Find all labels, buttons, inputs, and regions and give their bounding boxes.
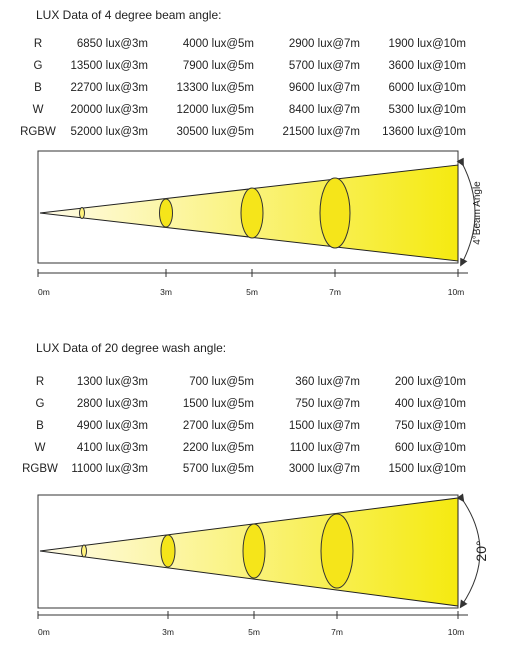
value-5m: 7900 lux@5m bbox=[182, 60, 254, 72]
value-7m: 5700 lux@7m bbox=[288, 60, 360, 72]
distance-label: 5m bbox=[248, 627, 260, 637]
row-label: W bbox=[32, 104, 44, 116]
table-row: W 20000 lux@3m 12000 lux@5m 8400 lux@7m … bbox=[0, 104, 520, 122]
value-7m: 360 lux@7m bbox=[295, 376, 360, 388]
value-3m: 11000 lux@3m bbox=[71, 463, 148, 475]
value-5m: 12000 lux@5m bbox=[176, 104, 254, 116]
value-5m: 4000 lux@5m bbox=[182, 38, 254, 50]
distance-label: 7m bbox=[329, 287, 341, 297]
distance-label: 3m bbox=[162, 627, 174, 637]
value-7m: 750 lux@7m bbox=[295, 398, 360, 410]
row-label: G bbox=[33, 60, 43, 72]
value-7m: 1500 lux@7m bbox=[288, 420, 360, 432]
section-title-beam: LUX Data of 4 degree beam angle: bbox=[36, 8, 222, 22]
value-3m: 2800 lux@3m bbox=[76, 398, 148, 410]
row-label: R bbox=[35, 376, 45, 388]
distance-label: 10m bbox=[448, 287, 465, 297]
beam-ellipse bbox=[160, 534, 176, 568]
table-row: G 13500 lux@3m 7900 lux@5m 5700 lux@7m 3… bbox=[0, 60, 520, 78]
value-10m: 1500 lux@10m bbox=[388, 463, 466, 475]
table-row: RGBW 11000 lux@3m 5700 lux@5m 3000 lux@7… bbox=[0, 463, 520, 481]
table-row: RGBW 52000 lux@3m 30500 lux@5m 21500 lux… bbox=[0, 126, 520, 144]
beam-ellipse bbox=[319, 177, 351, 249]
row-label: G bbox=[35, 398, 45, 410]
value-7m: 1100 lux@7m bbox=[289, 442, 360, 454]
value-3m: 4900 lux@3m bbox=[76, 420, 148, 432]
beam-ellipse bbox=[320, 513, 354, 589]
value-10m: 400 lux@10m bbox=[394, 398, 466, 410]
distance-label: 10m bbox=[448, 627, 465, 637]
value-7m: 2900 lux@7m bbox=[288, 38, 360, 50]
row-label: RGBW bbox=[22, 463, 58, 475]
distance-label: 5m bbox=[246, 287, 258, 297]
wash-diagram: 20° 0m 3m 5m 7m 10m bbox=[37, 493, 489, 637]
row-label: R bbox=[33, 38, 43, 50]
value-5m: 2700 lux@5m bbox=[182, 420, 254, 432]
value-3m: 1300 lux@3m bbox=[76, 376, 148, 388]
beam-ellipse bbox=[79, 207, 85, 219]
value-5m: 30500 lux@5m bbox=[176, 126, 254, 138]
table-row: W 4100 lux@3m 2200 lux@5m 1100 lux@7m 60… bbox=[0, 442, 520, 460]
value-10m: 13600 lux@10m bbox=[382, 126, 466, 138]
value-3m: 20000 lux@3m bbox=[70, 104, 148, 116]
section-title-wash: LUX Data of 20 degree wash angle: bbox=[36, 341, 227, 355]
value-10m: 750 lux@10m bbox=[394, 420, 466, 432]
table-row: B 4900 lux@3m 2700 lux@5m 1500 lux@7m 75… bbox=[0, 420, 520, 438]
value-10m: 6000 lux@10m bbox=[388, 82, 466, 94]
row-label: B bbox=[36, 420, 44, 432]
value-7m: 9600 lux@7m bbox=[288, 82, 360, 94]
value-3m: 22700 lux@3m bbox=[70, 82, 148, 94]
angle-label: 4°Beam Angle bbox=[472, 181, 483, 245]
beam-ellipse bbox=[242, 523, 266, 579]
value-5m: 2200 lux@5m bbox=[182, 442, 254, 454]
value-3m: 13500 lux@3m bbox=[70, 60, 148, 72]
value-3m: 4100 lux@3m bbox=[76, 442, 148, 454]
value-7m: 3000 lux@7m bbox=[288, 463, 360, 475]
value-3m: 52000 lux@3m bbox=[70, 126, 148, 138]
row-label: B bbox=[34, 82, 42, 94]
table-row: R 6850 lux@3m 4000 lux@5m 2900 lux@7m 19… bbox=[0, 38, 520, 56]
value-5m: 5700 lux@5m bbox=[182, 463, 254, 475]
value-7m: 8400 lux@7m bbox=[288, 104, 360, 116]
row-label: W bbox=[34, 442, 46, 454]
value-10m: 1900 lux@10m bbox=[388, 38, 466, 50]
value-3m: 6850 lux@3m bbox=[76, 38, 148, 50]
value-10m: 600 lux@10m bbox=[394, 442, 466, 454]
distance-label: 0m bbox=[38, 627, 50, 637]
angle-label: 20° bbox=[473, 540, 489, 561]
value-7m: 21500 lux@7m bbox=[282, 126, 360, 138]
distance-label: 7m bbox=[331, 627, 343, 637]
value-5m: 13300 lux@5m bbox=[176, 82, 254, 94]
value-10m: 5300 lux@10m bbox=[388, 104, 466, 116]
table-row: R 1300 lux@3m 700 lux@5m 360 lux@7m 200 … bbox=[0, 376, 520, 394]
distance-label: 3m bbox=[160, 287, 172, 297]
value-5m: 1500 lux@5m bbox=[182, 398, 254, 410]
angle-arc bbox=[456, 493, 481, 609]
beam-ellipse bbox=[159, 198, 173, 228]
value-5m: 700 lux@5m bbox=[189, 376, 254, 388]
value-10m: 3600 lux@10m bbox=[388, 60, 466, 72]
row-label: RGBW bbox=[20, 126, 56, 138]
beam-diagram: 4°Beam Angle 0m 3m 5m 7m 10m bbox=[37, 150, 483, 297]
table-row: G 2800 lux@3m 1500 lux@5m 750 lux@7m 400… bbox=[0, 398, 520, 416]
beam-ellipse bbox=[81, 544, 87, 558]
angle-arc bbox=[456, 157, 476, 267]
table-row: B 22700 lux@3m 13300 lux@5m 9600 lux@7m … bbox=[0, 82, 520, 100]
value-10m: 200 lux@10m bbox=[394, 376, 466, 388]
distance-label: 0m bbox=[38, 287, 50, 297]
beam-ellipse bbox=[240, 187, 264, 239]
